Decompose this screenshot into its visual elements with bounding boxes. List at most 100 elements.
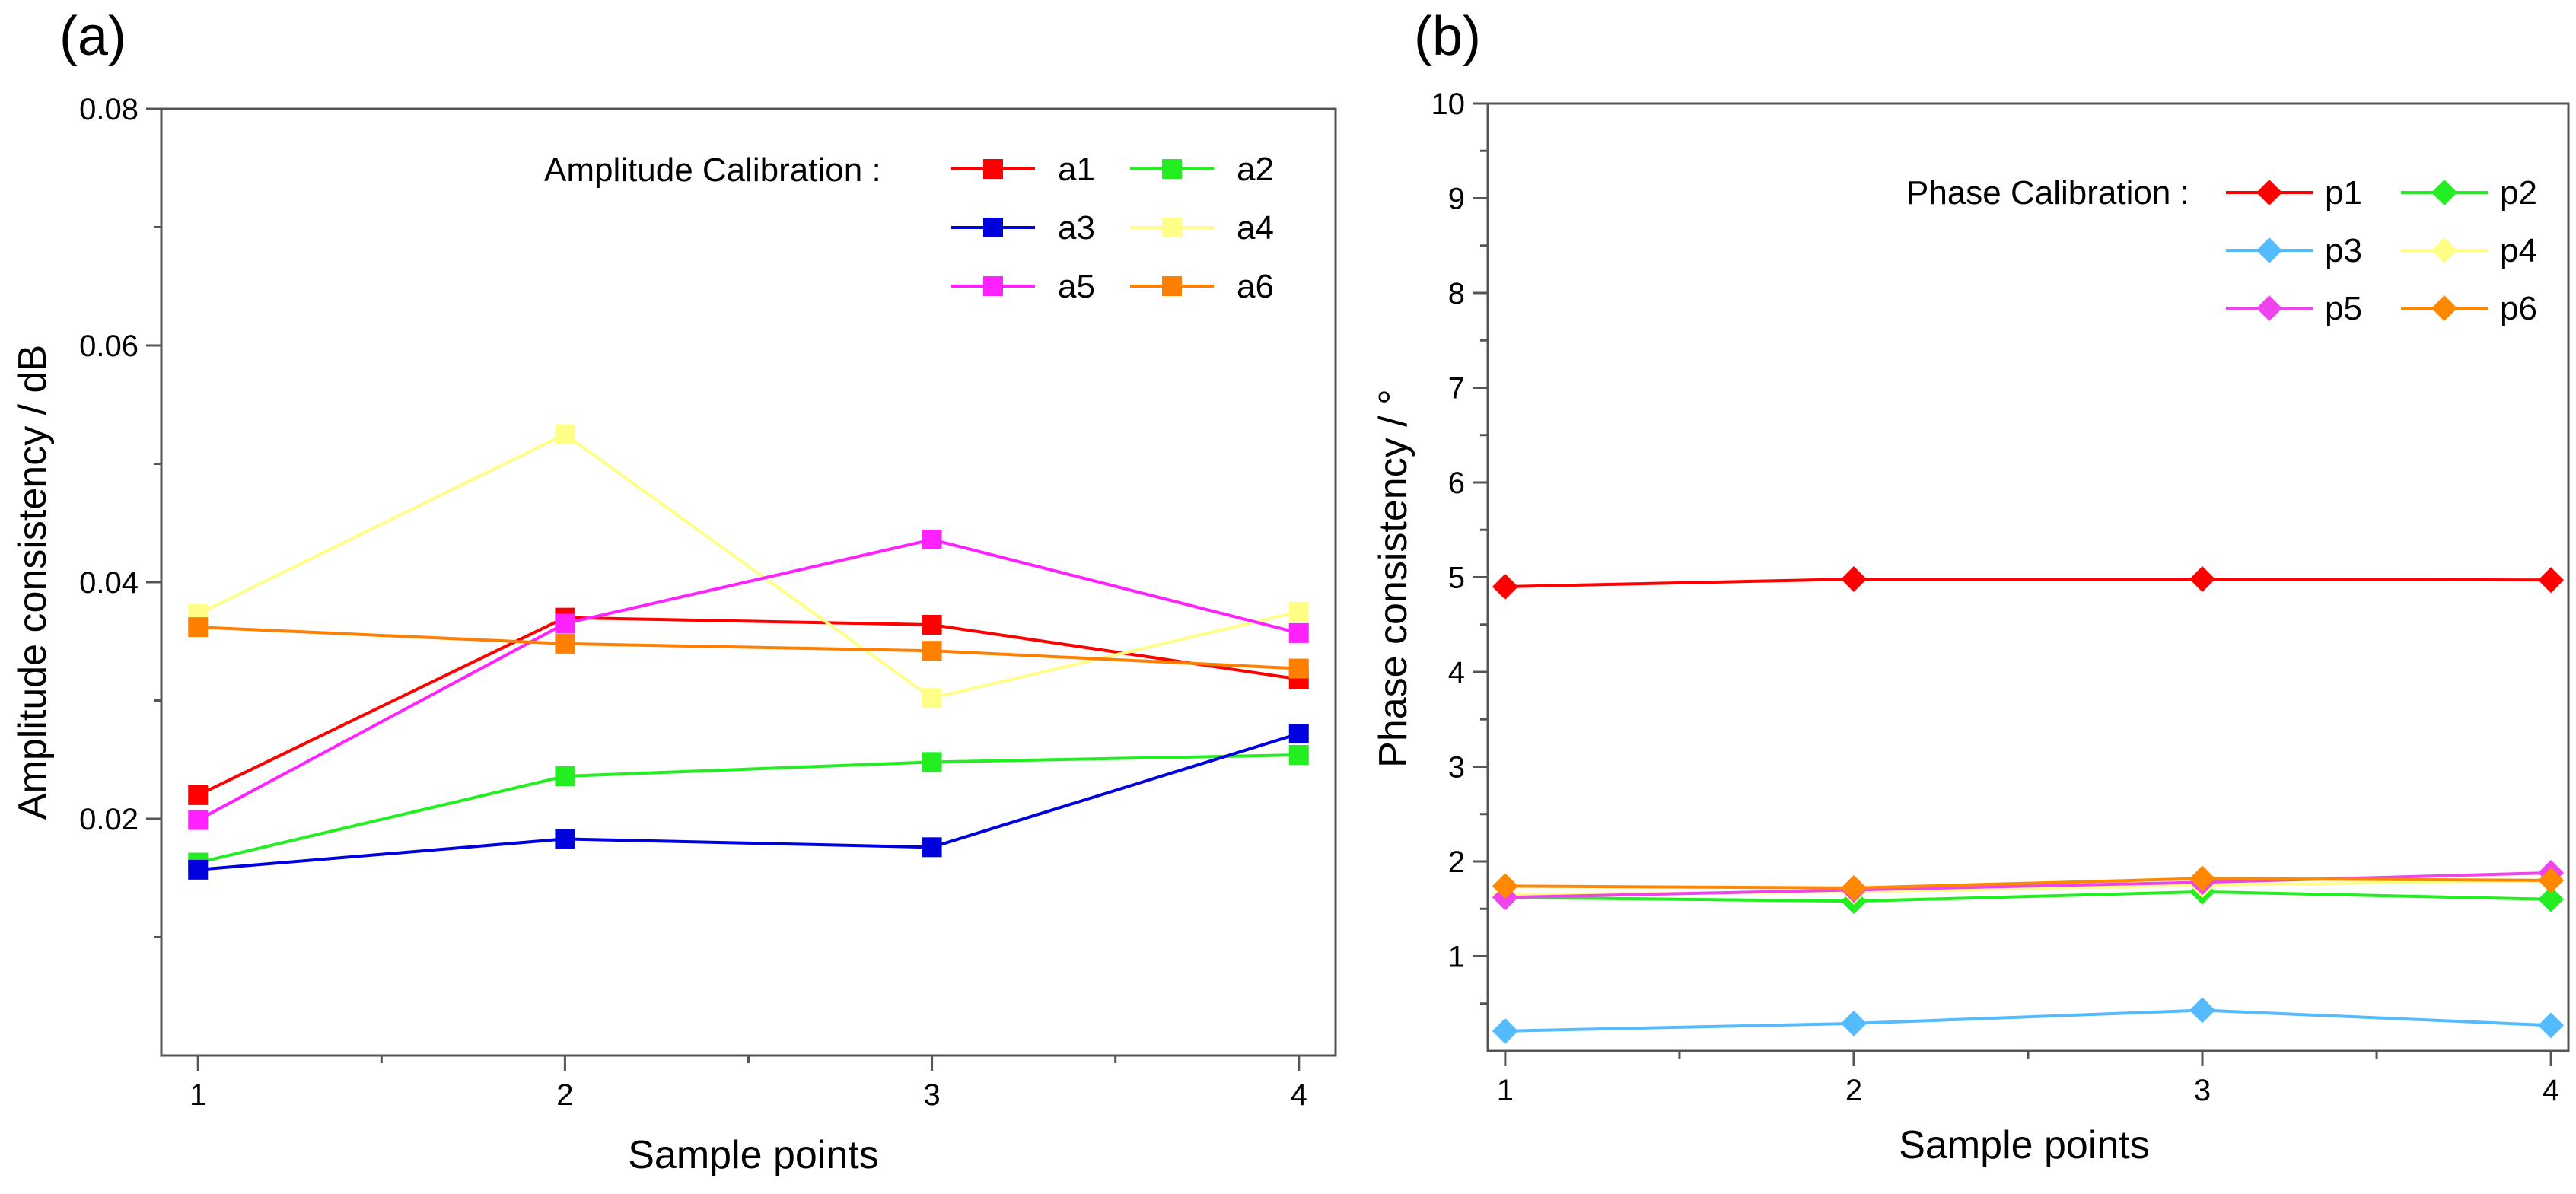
legend-marker xyxy=(983,218,1003,237)
series-a1 xyxy=(188,607,1309,805)
data-point-a3 xyxy=(1288,724,1309,744)
legend-marker xyxy=(2256,295,2282,321)
series-line-p3 xyxy=(1505,1008,2552,1033)
legend-label: a5 xyxy=(1058,268,1095,305)
axis-ticks-b: 1 2 3 4 5 6 7 8 9 10 1 2 3 4 xyxy=(1431,88,2560,1107)
legend-label: a4 xyxy=(1237,209,1274,247)
legend-b: Phase Calibration : p1 p2 p3 p4 p5 p6 xyxy=(1906,174,2537,327)
data-point-a1 xyxy=(922,614,942,635)
y-tick-label: 4 xyxy=(1448,656,1465,689)
x-tick-label: 1 xyxy=(1497,1074,1514,1107)
x-axis-title-b: Sample points xyxy=(1899,1123,2150,1167)
data-point-a3 xyxy=(922,837,942,858)
y-tick-label: 7 xyxy=(1448,372,1465,406)
series-group-a xyxy=(188,424,1309,880)
y-tick-label: 8 xyxy=(1448,277,1465,310)
legend-entry-a6: a6 xyxy=(1130,268,1274,305)
legend-label: p4 xyxy=(2500,232,2537,269)
legend-entry-p2: p2 xyxy=(2401,174,2537,212)
data-point-p3 xyxy=(1840,1010,1867,1036)
data-point-p6 xyxy=(1840,874,1867,901)
legend-entry-a4: a4 xyxy=(1130,209,1274,247)
legend-entry-a5: a5 xyxy=(951,268,1095,305)
legend-title-a: Amplitude Calibration : xyxy=(544,151,881,189)
data-point-a2 xyxy=(922,752,942,772)
data-point-a2 xyxy=(1288,745,1309,766)
data-point-p1 xyxy=(1492,573,1518,600)
legend-marker xyxy=(983,159,1003,179)
x-tick-label: 4 xyxy=(1291,1078,1307,1112)
series-line-p6 xyxy=(1505,877,2552,890)
legend-marker xyxy=(2256,237,2282,263)
y-axis-title-a: Amplitude consistency / dB xyxy=(11,345,55,820)
legend-entry-a3: a3 xyxy=(951,209,1095,247)
data-point-p1 xyxy=(1840,565,1867,592)
legend-title-b: Phase Calibration : xyxy=(1906,174,2189,212)
y-tick-label: 0.06 xyxy=(79,330,139,363)
data-point-p3 xyxy=(2538,1012,2565,1039)
y-tick-label: 0.02 xyxy=(79,803,139,836)
y-tick-label: 5 xyxy=(1448,562,1465,595)
legend-label: p1 xyxy=(2325,174,2362,212)
legend-marker xyxy=(2431,180,2457,205)
legend-label: a2 xyxy=(1237,151,1274,188)
legend-marker xyxy=(2431,237,2457,263)
legend-label: a6 xyxy=(1237,268,1274,305)
panel-b: (b) 1 2 3 4 5 6 7 8 9 10 1 2 3 4 Phase Calibration : … xyxy=(1371,6,2570,1167)
x-tick-label: 3 xyxy=(2194,1074,2211,1107)
y-axis-title-b: Phase consistency / ° xyxy=(1371,389,1415,768)
series-line-a6 xyxy=(198,626,1299,670)
data-point-a6 xyxy=(1288,658,1309,679)
series-line-p2 xyxy=(1505,890,2552,903)
series-a6 xyxy=(188,617,1309,679)
series-line-a3 xyxy=(198,732,1300,871)
series-p3 xyxy=(1492,997,2565,1044)
data-point-a5 xyxy=(555,613,575,634)
data-point-a1 xyxy=(188,785,209,805)
series-line-p1 xyxy=(1505,577,2552,588)
data-point-p6 xyxy=(2189,865,2216,892)
legend-marker xyxy=(2431,295,2457,321)
plot-frame-b xyxy=(1486,102,2570,1052)
x-tick-label: 1 xyxy=(189,1078,206,1112)
data-point-a4 xyxy=(555,424,575,444)
series-line-a2 xyxy=(197,753,1299,864)
y-tick-label: 0.04 xyxy=(79,566,139,600)
legend-entry-a1: a1 xyxy=(951,151,1095,188)
data-point-a6 xyxy=(188,617,209,638)
legend-label: p3 xyxy=(2325,232,2362,269)
series-p1 xyxy=(1492,565,2565,600)
y-tick-label: 10 xyxy=(1431,88,1466,121)
data-point-a3 xyxy=(188,859,209,880)
legend-marker xyxy=(2256,180,2282,205)
data-point-a2 xyxy=(555,766,575,787)
axis-ticks-a: 0.02 0.04 0.06 0.08 1 2 3 4 xyxy=(79,93,1307,1112)
data-point-p6 xyxy=(1492,873,1518,899)
y-tick-label: 3 xyxy=(1448,751,1465,785)
series-line-a1 xyxy=(197,616,1300,797)
series-a5 xyxy=(188,530,1309,830)
x-tick-label: 3 xyxy=(923,1078,940,1112)
data-point-p1 xyxy=(2538,567,2565,594)
legend-marker xyxy=(983,276,1003,296)
data-point-a5 xyxy=(188,810,209,830)
legend-entry-p5: p5 xyxy=(2226,290,2362,327)
data-point-a6 xyxy=(922,641,942,661)
data-point-a5 xyxy=(922,530,942,550)
y-tick-label: 0.08 xyxy=(79,93,139,126)
y-tick-label: 9 xyxy=(1448,183,1465,216)
series-p5 xyxy=(1492,859,2565,911)
data-point-p3 xyxy=(1492,1017,1518,1044)
legend-entry-a2: a2 xyxy=(1130,151,1274,188)
x-tick-label: 2 xyxy=(1845,1074,1862,1107)
data-point-p2 xyxy=(2538,886,2565,912)
data-point-p6 xyxy=(2538,867,2565,893)
data-point-p1 xyxy=(2189,565,2216,592)
legend-marker xyxy=(1162,159,1182,179)
series-p6 xyxy=(1492,865,2565,901)
series-a2 xyxy=(188,745,1309,873)
legend-entry-p4: p4 xyxy=(2401,232,2537,269)
series-line-a5 xyxy=(197,537,1300,822)
data-point-a6 xyxy=(555,633,575,654)
